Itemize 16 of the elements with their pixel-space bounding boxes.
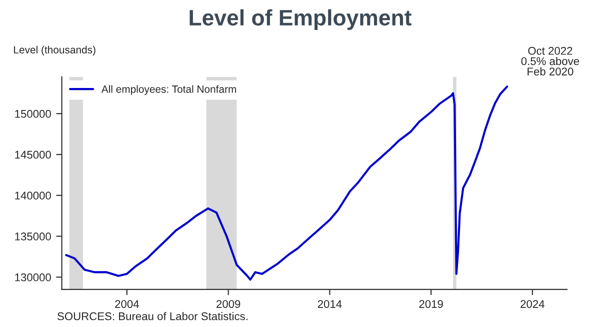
x-tick-label: 2019 [419, 300, 443, 308]
chart-title: Level of Employment [190, 9, 412, 30]
x-tick-label: 2004 [115, 300, 139, 308]
x-tick-label: 2024 [520, 300, 544, 308]
line-series [65, 86, 508, 281]
source-note: SOURCES: Bureau of Labor Statistics. [58, 312, 248, 320]
x-tick-label: 2009 [216, 300, 240, 308]
y-tick-label: 145000 [15, 150, 51, 159]
text: Oct 2022 0.5% above Feb 2020 [521, 46, 580, 76]
legend-label: All employees: Total Nonfarm [101, 85, 236, 95]
x-tick-label: 2014 [318, 300, 342, 308]
y-axis-title: Level (thousands) [14, 46, 96, 56]
y-tick-label: 130000 [15, 273, 51, 282]
y-tick-label: 150000 [15, 110, 51, 118]
y-tick-label: 135000 [15, 232, 51, 240]
y-tick-label: 140000 [15, 192, 51, 200]
